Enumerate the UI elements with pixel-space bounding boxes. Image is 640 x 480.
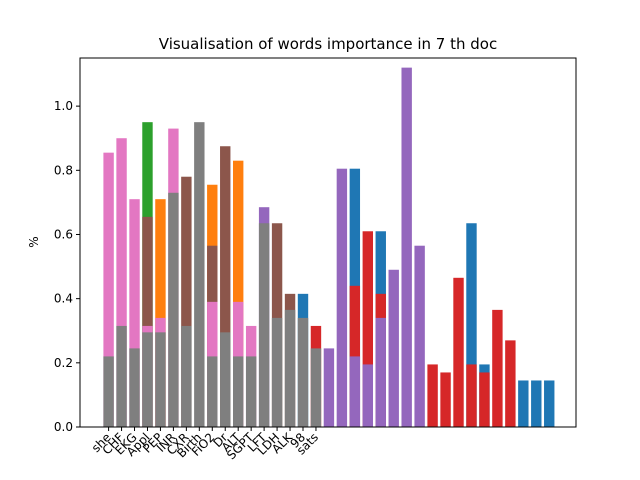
bar-4-gray <box>142 332 153 427</box>
bar-18-purple <box>323 348 335 427</box>
y-tick-label: 0.8 <box>54 163 73 177</box>
bar-33-blue <box>518 380 529 427</box>
bar-11-gray <box>233 356 244 427</box>
bar-3-pink <box>129 199 140 427</box>
bar-2-pink <box>116 138 127 427</box>
bar-5-orange <box>155 199 166 427</box>
bar-9-gray <box>207 356 218 427</box>
bar-10-brown <box>220 146 231 428</box>
bar-21-purple <box>362 364 373 427</box>
x-axis: sheCHFEKGApplPEPINRCXRBirthFiO2DrALTSGPT… <box>89 427 321 462</box>
bar-24-purple <box>401 67 412 427</box>
bar-34-blue <box>531 380 542 427</box>
bar-4-brown <box>142 216 153 427</box>
bar-6-gray <box>168 192 179 427</box>
plot-area <box>103 67 555 428</box>
bar-21-red <box>362 231 373 427</box>
bar-2-gray <box>116 325 127 427</box>
bar-30-red <box>479 372 490 427</box>
y-tick-label: 0.2 <box>54 356 73 370</box>
y-tick-label: 0.4 <box>54 292 73 306</box>
bar-28-red <box>453 277 464 427</box>
bar-17-gray <box>310 348 322 427</box>
bar-14-gray <box>271 317 283 427</box>
bar-12-gray <box>245 356 257 427</box>
y-tick-label: 1.0 <box>54 99 73 113</box>
bar-31-red <box>492 309 503 427</box>
bar-22-purple <box>375 317 386 427</box>
bar-7-gray <box>181 325 192 427</box>
bar-1-gray <box>103 356 114 427</box>
bar-29-red <box>466 364 477 427</box>
y-tick-label: 0.6 <box>54 227 73 241</box>
bar-15-gray <box>284 309 296 427</box>
y-tick-label: 0.0 <box>54 420 73 434</box>
bar-5-gray <box>155 332 166 427</box>
plot-frame <box>79 57 577 428</box>
y-axis-label: % <box>27 236 41 247</box>
bar-25-purple <box>414 245 425 427</box>
bar-8-gray <box>194 122 205 428</box>
bar-20-purple <box>349 356 361 427</box>
bar-3-gray <box>129 348 140 427</box>
bar-29-blue <box>466 223 477 427</box>
bar-1-pink <box>103 152 114 427</box>
bar-32-red <box>505 340 516 427</box>
bar-7-brown <box>181 176 192 427</box>
bar-23-purple <box>388 269 399 427</box>
bar-10-gray <box>220 332 231 427</box>
y-axis: 0.0 0.2 0.4 0.6 0.8 1.0 <box>54 99 80 434</box>
bar-13-gray <box>258 223 270 427</box>
chart-title: Visualisation of words importance in 7 t… <box>159 35 497 53</box>
bar-35-blue <box>544 380 555 427</box>
bar-19-purple <box>336 168 348 427</box>
bar-27-red <box>440 372 451 427</box>
bar-11-orange <box>233 160 244 427</box>
bar-26-red <box>427 364 438 427</box>
bar-16-gray <box>297 317 309 427</box>
